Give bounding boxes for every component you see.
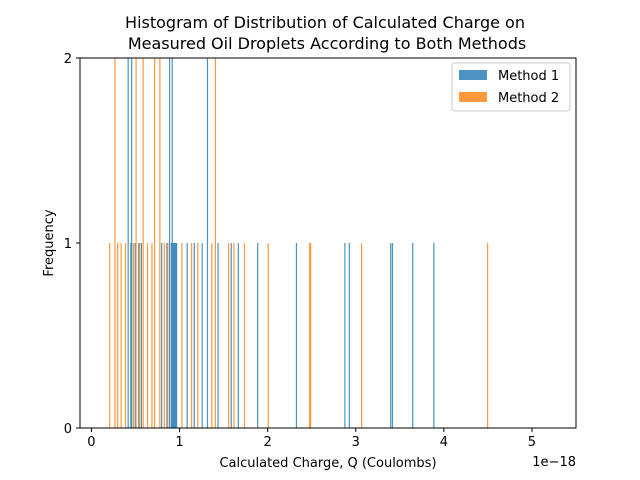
y-tick-label-2: 2 (64, 52, 72, 67)
chart-title-line-2: Measured Oil Droplets According to Both … (128, 34, 526, 53)
bar-series-1-24 (295, 243, 298, 428)
bar-series-2-27 (487, 243, 489, 428)
x-axis-label: Calculated Charge, Q (Coulombs) (219, 456, 436, 471)
bar-series-1-30 (433, 243, 435, 428)
legend: Method 1 Method 2 (451, 62, 571, 112)
bar-series-2-23 (267, 243, 269, 428)
bar-series-2-8 (120, 243, 122, 428)
bar-series-1-26 (348, 243, 350, 428)
legend-label-method-2: Method 2 (498, 91, 559, 106)
bar-series-2-20 (228, 243, 230, 428)
y-axis-label: Frequency (42, 209, 57, 276)
x-axis-offset-text: 1e−18 (532, 455, 576, 470)
bar-series-2-0 (114, 58, 116, 428)
plot-area (80, 58, 576, 428)
bar-series-1-16 (176, 243, 178, 428)
bar-series-2-12 (146, 243, 149, 428)
bar-series-1-4 (206, 58, 209, 428)
bar-series-2-11 (139, 243, 141, 428)
bar-series-1-14 (174, 243, 176, 428)
bar-series-1-3 (171, 58, 173, 428)
bar-series-1-1 (131, 58, 133, 428)
bar-series-1-9 (161, 243, 163, 428)
bar-series-2-3 (154, 58, 156, 428)
bar-series-2-24 (309, 243, 311, 428)
bar-series-1-12 (172, 243, 174, 428)
bar-series-1-7 (138, 243, 140, 428)
bar-series-1-15 (175, 243, 177, 428)
bar-series-1-21 (230, 243, 232, 428)
legend-label-method-1: Method 1 (498, 69, 559, 84)
bar-series-1-19 (201, 243, 203, 428)
bar-series-1-13 (173, 243, 175, 428)
bar-series-2-6 (109, 243, 111, 428)
bar-series-1-2 (168, 58, 171, 428)
bar-series-2-13 (151, 243, 153, 428)
bar-series-2-4 (159, 58, 161, 428)
x-tick-label-4: 4 (440, 435, 448, 450)
axes: 0 1 2 3 4 5 0 1 2 (64, 52, 577, 450)
x-axis-ticks: 0 1 2 3 4 5 (87, 428, 536, 450)
bar-series-2-17 (191, 243, 193, 428)
y-tick-label-1: 1 (64, 237, 72, 252)
bar-series-2-16 (181, 243, 183, 428)
bar-series-1-23 (257, 243, 259, 428)
bar-series-1-6 (134, 243, 136, 428)
y-axis-ticks: 0 1 2 (64, 52, 80, 437)
legend-swatch-method-1 (459, 70, 487, 80)
bar-series-1-0 (127, 58, 129, 428)
bar-series-1-22 (237, 243, 239, 428)
bar-series-2-22 (243, 243, 246, 428)
chart-title-line-1: Histogram of Distribution of Calculated … (125, 13, 525, 32)
bar-series-1-27 (390, 243, 392, 428)
bar-series-1-18 (193, 243, 195, 428)
bar-series-1-28 (391, 243, 394, 428)
x-tick-label-2: 2 (264, 435, 272, 450)
bar-series-1-5 (130, 243, 132, 428)
legend-swatch-method-2 (459, 92, 487, 102)
bar-series-2-26 (361, 243, 363, 428)
bar-series-1-11 (170, 243, 172, 428)
bar-series-1-25 (344, 243, 346, 428)
x-tick-label-1: 1 (175, 435, 183, 450)
bar-series-2-21 (233, 243, 235, 428)
bars-layer (109, 58, 489, 428)
bar-series-2-18 (197, 243, 199, 428)
bar-series-1-10 (166, 243, 168, 428)
plot-background (80, 58, 576, 428)
bar-series-2-19 (211, 243, 213, 428)
bar-series-2-25 (309, 243, 312, 428)
x-tick-label-3: 3 (352, 435, 360, 450)
bar-series-2-1 (135, 58, 137, 428)
x-tick-label-5: 5 (528, 435, 536, 450)
bar-series-1-29 (412, 243, 414, 428)
bar-series-2-15 (167, 243, 169, 428)
bar-series-2-14 (163, 243, 165, 428)
bar-series-2-10 (132, 243, 135, 428)
bar-series-2-5 (214, 58, 216, 428)
y-tick-label-0: 0 (64, 422, 72, 437)
bar-series-2-9 (124, 243, 127, 428)
bar-series-1-20 (217, 243, 219, 428)
bar-series-2-7 (117, 243, 119, 428)
bar-series-1-8 (140, 243, 142, 428)
x-tick-label-0: 0 (87, 435, 95, 450)
bar-series-1-17 (186, 243, 188, 428)
bar-series-2-2 (142, 58, 144, 428)
